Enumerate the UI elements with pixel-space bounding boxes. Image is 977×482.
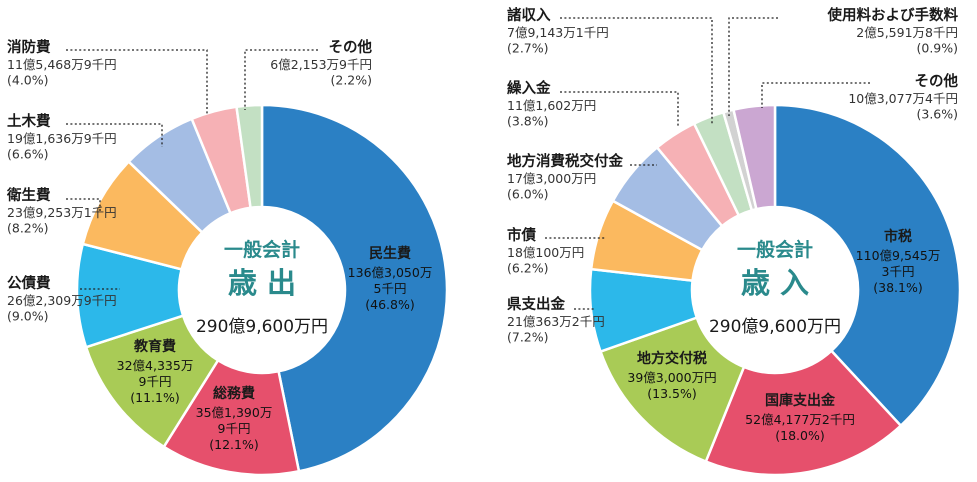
slice-percent: (8.2%)	[7, 221, 49, 236]
slice-amount: 9千円	[218, 421, 251, 436]
slice-percent: (4.0%)	[7, 73, 49, 88]
slice-name: 衛生費	[6, 186, 51, 204]
slice-amount: 21億363万2千円	[507, 314, 605, 329]
leader-line	[728, 17, 778, 116]
slice-percent: (6.0%)	[507, 187, 549, 202]
center-main-label: 歳 出	[228, 266, 296, 300]
slice-name: 諸収入	[507, 6, 551, 24]
center-total: 290億9,600万円	[196, 317, 328, 337]
slice-name: 教育費	[134, 338, 176, 355]
slice-amount: 2億5,591万8千円	[856, 25, 958, 40]
slice-name: 使用料および手数料	[827, 6, 959, 24]
slice-name: 土木費	[7, 112, 51, 130]
slice-1-9	[732, 103, 777, 211]
slice-percent: (12.1%)	[209, 437, 258, 452]
slice-percent: (13.5%)	[647, 386, 696, 401]
slice-percent: (7.2%)	[507, 330, 549, 345]
leader-line	[66, 49, 208, 115]
slice-percent: (0.9%)	[916, 41, 958, 56]
slice-name: その他	[329, 38, 373, 56]
center-title: 一般会計	[224, 238, 300, 261]
slice-percent: (9.0%)	[7, 309, 49, 324]
slice-amount: 7億9,143万1千円	[507, 25, 609, 40]
slice-percent: (3.6%)	[916, 107, 958, 122]
slice-amount: 9千円	[139, 374, 172, 389]
slice-amount: 3千円	[882, 264, 915, 279]
slice-name: 地方交付税	[637, 350, 707, 367]
slice-name: 総務費	[213, 385, 255, 402]
slice-label-1-2: 地方交付税 39億3,000万円(13.5%)	[627, 350, 716, 401]
slice-percent: (6.2%)	[507, 261, 549, 276]
slice-name: その他	[915, 72, 959, 90]
slice-name: 民生費	[369, 245, 411, 262]
center-total: 290億9,600万円	[709, 317, 841, 337]
slice-amount: 11億1,602万円	[507, 98, 596, 113]
slice-amount: 6億2,153万9千円	[270, 57, 372, 72]
slice-percent: (46.8%)	[365, 297, 414, 312]
center-title: 一般会計	[737, 238, 813, 261]
slice-amount: 19億1,636万9千円	[7, 131, 117, 146]
slice-amount: 18億100万円	[507, 245, 584, 260]
slice-amount: 26億2,309万9千円	[7, 293, 117, 308]
slice-percent: (3.8%)	[507, 114, 549, 129]
slice-amount: 17億3,000万円	[507, 171, 596, 186]
slice-percent: (6.6%)	[7, 147, 49, 162]
leader-line	[66, 123, 163, 147]
slice-0-0	[260, 103, 449, 473]
slice-percent: (18.0%)	[775, 428, 824, 443]
slice-amount: 23億9,253万1千円	[7, 205, 117, 220]
slice-amount: 32億4,335万	[117, 358, 194, 373]
slice-name: 地方消費税交付金	[507, 152, 623, 170]
slice-percent: (11.1%)	[130, 390, 179, 405]
slice-label-1-1: 国庫支出金 52億4,177万2千円(18.0%)	[745, 392, 855, 443]
slice-amount: 35億1,390万	[196, 405, 273, 420]
slice-percent: (2.2%)	[330, 73, 372, 88]
slice-amount: 5千円	[374, 281, 407, 296]
slice-1-0	[773, 103, 962, 428]
slice-name: 消防費	[7, 38, 51, 56]
slice-name: 国庫支出金	[765, 392, 836, 409]
slice-name: 市税	[884, 228, 912, 245]
slice-amount: 39億3,000万円	[627, 370, 716, 385]
slice-amount: 110億9,545万	[856, 248, 941, 263]
slice-name: 繰入金	[507, 79, 551, 97]
slice-amount: 52億4,177万2千円	[745, 412, 855, 427]
slice-name: 公債費	[7, 274, 51, 292]
slice-name: 市債	[507, 226, 536, 244]
slice-amount: 10億3,077万4千円	[848, 91, 958, 106]
slice-1-1	[704, 349, 903, 477]
slice-name: 県支出金	[507, 295, 565, 313]
slice-percent: (2.7%)	[507, 41, 549, 56]
center-main-label: 歳 入	[741, 266, 809, 300]
leader-line	[560, 91, 679, 128]
slice-amount: 11億5,468万9千円	[7, 57, 117, 72]
slice-amount: 136億3,050万	[348, 265, 433, 280]
leader-line	[761, 82, 870, 108]
slice-percent: (38.1%)	[873, 280, 922, 295]
